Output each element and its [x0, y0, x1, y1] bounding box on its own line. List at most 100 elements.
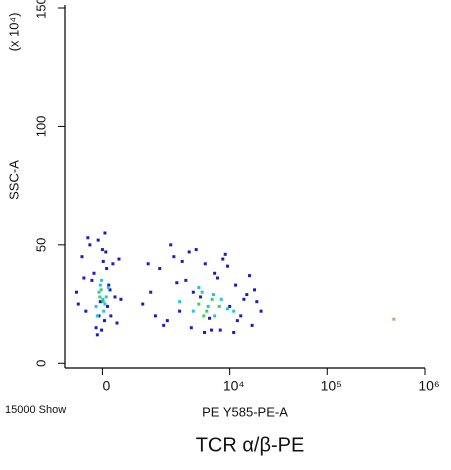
point — [225, 264, 229, 268]
point — [105, 304, 109, 308]
x-tick-label: 10⁴ — [223, 378, 245, 394]
point — [235, 319, 239, 323]
point — [210, 328, 214, 332]
point — [203, 262, 207, 266]
y-tick-label: 150 — [33, 0, 48, 19]
y-multiplier: (x 10⁴) — [6, 13, 21, 52]
point — [101, 259, 105, 263]
point — [97, 314, 101, 318]
point — [191, 290, 195, 294]
point — [187, 250, 191, 254]
point — [101, 297, 105, 301]
point — [178, 309, 182, 313]
point — [100, 248, 104, 252]
point — [259, 309, 263, 313]
point — [113, 295, 117, 299]
point — [217, 304, 221, 308]
point — [153, 314, 157, 318]
point — [202, 314, 206, 318]
point — [232, 309, 236, 313]
point — [194, 248, 198, 252]
point — [239, 314, 243, 318]
point — [108, 288, 112, 292]
point — [219, 297, 223, 301]
y-tick-label: 0 — [33, 360, 48, 367]
point — [203, 330, 207, 334]
point — [242, 297, 246, 301]
x-tick-label: 10⁵ — [321, 378, 342, 394]
x-tick-label: 0 — [103, 378, 111, 394]
point — [248, 274, 252, 278]
point — [103, 231, 107, 235]
point — [104, 250, 108, 254]
point — [115, 321, 119, 325]
point — [200, 290, 204, 294]
point — [105, 267, 109, 271]
point — [197, 302, 201, 306]
point — [107, 283, 111, 287]
point — [184, 278, 188, 282]
point — [232, 330, 236, 334]
point — [100, 328, 104, 332]
point — [80, 255, 84, 259]
point — [98, 295, 102, 299]
point — [76, 302, 80, 306]
point — [98, 283, 102, 287]
point — [250, 323, 254, 327]
point — [213, 314, 217, 318]
point — [106, 285, 110, 289]
point — [97, 290, 101, 294]
point — [197, 285, 201, 289]
y-tick-label: 50 — [33, 238, 48, 252]
point — [162, 323, 166, 327]
point — [117, 257, 121, 261]
point — [223, 252, 227, 256]
y-tick-label: 100 — [33, 116, 48, 138]
point — [102, 309, 106, 313]
point — [94, 326, 98, 330]
point — [141, 302, 145, 306]
point — [211, 293, 215, 297]
point — [99, 288, 103, 292]
point — [245, 293, 249, 297]
point — [205, 309, 209, 313]
point — [146, 262, 150, 266]
point — [149, 290, 153, 294]
point — [111, 262, 115, 266]
point — [216, 276, 220, 280]
x-axis-label: PE Y585-PE-A — [202, 404, 288, 419]
point — [88, 243, 92, 247]
y-axis-label: SSC-A — [6, 160, 21, 200]
point — [210, 297, 214, 301]
chart-title: TCR α/β-PE — [196, 434, 305, 456]
point — [82, 276, 86, 280]
point — [74, 290, 78, 294]
point — [191, 309, 195, 313]
point — [206, 304, 210, 308]
event-count: 15000 Show — [5, 404, 66, 416]
point — [86, 236, 90, 240]
point — [92, 271, 96, 275]
point — [213, 271, 217, 275]
point — [103, 319, 107, 323]
point — [90, 278, 94, 282]
point — [218, 328, 222, 332]
point — [95, 314, 99, 318]
point — [96, 238, 100, 242]
point — [104, 295, 108, 299]
point — [228, 304, 232, 308]
point — [101, 300, 105, 304]
point — [103, 302, 107, 306]
point — [109, 314, 113, 318]
point — [158, 267, 162, 271]
point — [169, 243, 173, 247]
x-tick-label: 10⁶ — [418, 378, 439, 394]
point — [225, 307, 229, 311]
point — [234, 283, 238, 287]
point — [392, 317, 396, 321]
point — [178, 300, 182, 304]
point — [100, 278, 104, 282]
point — [208, 316, 212, 320]
point — [199, 295, 203, 299]
